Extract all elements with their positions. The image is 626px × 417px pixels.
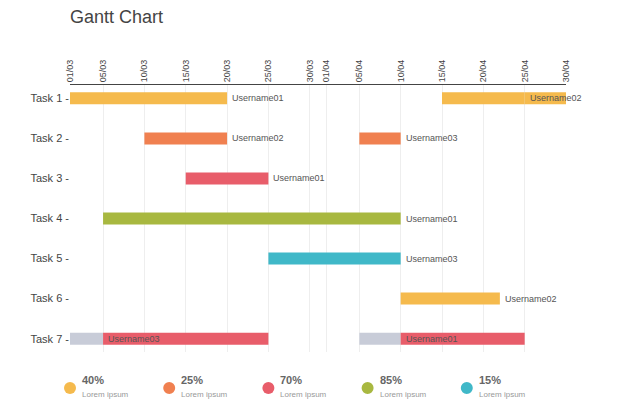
- svg-text:Username01: Username01: [232, 93, 284, 103]
- svg-text:Lorem ipsum: Lorem ipsum: [82, 390, 129, 399]
- svg-text:Username02: Username02: [530, 93, 582, 103]
- svg-text:10/03: 10/03: [139, 60, 149, 83]
- svg-text:25/03: 25/03: [263, 60, 273, 83]
- svg-text:Username02: Username02: [505, 294, 557, 304]
- svg-text:25/04: 25/04: [520, 60, 530, 83]
- svg-text:Task 1 -: Task 1 -: [30, 92, 69, 104]
- svg-text:Username03: Username03: [406, 254, 458, 264]
- svg-text:70%: 70%: [280, 374, 302, 386]
- svg-text:15/03: 15/03: [181, 60, 191, 83]
- svg-text:40%: 40%: [82, 374, 104, 386]
- svg-text:Task 5 -: Task 5 -: [30, 252, 69, 264]
- svg-text:01/03: 01/03: [65, 60, 75, 83]
- svg-text:15/04: 15/04: [437, 60, 447, 83]
- svg-text:85%: 85%: [380, 374, 402, 386]
- svg-text:15%: 15%: [479, 374, 501, 386]
- svg-text:30/04: 30/04: [561, 60, 571, 83]
- svg-text:Username01: Username01: [406, 334, 458, 344]
- svg-text:Task 4 -: Task 4 -: [30, 212, 69, 224]
- svg-text:Username02: Username02: [232, 133, 284, 143]
- svg-text:Task 6 -: Task 6 -: [30, 292, 69, 304]
- svg-text:25%: 25%: [181, 374, 203, 386]
- svg-text:Lorem ipsum: Lorem ipsum: [479, 390, 526, 399]
- svg-text:Lorem ipsum: Lorem ipsum: [181, 390, 228, 399]
- svg-text:Username01: Username01: [406, 214, 458, 224]
- svg-text:10/04: 10/04: [396, 60, 406, 83]
- svg-text:20/04: 20/04: [478, 60, 488, 83]
- svg-text:Task 2 -: Task 2 -: [30, 132, 69, 144]
- svg-text:Username03: Username03: [108, 334, 160, 344]
- svg-text:Lorem ipsum: Lorem ipsum: [280, 390, 327, 399]
- svg-text:01/04: 01/04: [321, 60, 331, 83]
- svg-text:Username01: Username01: [273, 173, 325, 183]
- svg-text:Task 3 -: Task 3 -: [30, 172, 69, 184]
- svg-text:Gantt Chart: Gantt Chart: [70, 7, 163, 27]
- svg-text:Task 7 -: Task 7 -: [30, 333, 69, 345]
- svg-text:20/03: 20/03: [222, 60, 232, 83]
- svg-text:Lorem ipsum: Lorem ipsum: [380, 390, 427, 399]
- svg-text:05/03: 05/03: [98, 60, 108, 83]
- svg-text:Username03: Username03: [406, 133, 458, 143]
- svg-text:05/04: 05/04: [354, 60, 364, 83]
- svg-text:30/03: 30/03: [305, 60, 315, 83]
